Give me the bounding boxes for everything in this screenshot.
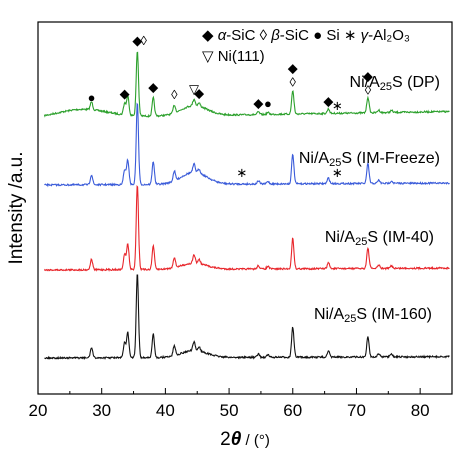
peak-marker: ◆: [288, 61, 298, 76]
legend-symbol: ◆: [202, 27, 218, 44]
x-axis: 20 30 40 50 60 70 80: [29, 388, 430, 420]
legend-row-2: ▽ Ni(111): [202, 48, 265, 65]
x-tick-label: 60: [283, 401, 302, 420]
x-tick-label: 40: [156, 401, 175, 420]
legend-greek: β: [270, 27, 280, 44]
peak-marker: ◆: [148, 80, 158, 95]
series-line-dp: [43, 51, 450, 118]
y-axis-title: Intensity /a.u.: [6, 151, 27, 264]
series-line-im-40: [43, 184, 450, 272]
x-tick-label: 50: [220, 401, 239, 420]
peak-marker: ●: [264, 96, 272, 111]
legend-greek: γ: [361, 27, 370, 44]
x-tick-label: 20: [29, 401, 48, 420]
peak-marker: ∗: [332, 98, 343, 113]
x-title-unit: / (°): [241, 432, 270, 449]
legend-symbol: ∗: [340, 27, 361, 44]
peak-marker: ◆: [194, 86, 204, 101]
peak-marker: ◊: [365, 82, 372, 97]
legend-symbol: ●: [309, 27, 326, 44]
x-title-two: 2: [220, 429, 231, 450]
legend-greek: α: [218, 27, 227, 44]
peak-marker: ◆: [132, 33, 142, 48]
series-labels-group: Ni/A25S (DP) Ni/A25S (IM-Freeze) Ni/A25S (…: [299, 74, 440, 325]
legend-label: -SiC: [226, 27, 255, 44]
peak-marker: ▽: [189, 81, 199, 96]
x-axis-title: 2θ / (°): [220, 429, 270, 450]
series-line-im-160: [44, 274, 450, 361]
peak-marker: ●: [88, 90, 96, 105]
series-label-dp: Ni/A25S (DP): [350, 74, 440, 93]
x-tick-label: 70: [347, 401, 366, 420]
series-label-im-160: Ni/A25S (IM-160): [314, 306, 432, 325]
x-tick-label: 80: [411, 401, 430, 420]
peak-marker: ◊: [171, 87, 178, 102]
legend-label: -Al₂O₃: [368, 27, 410, 44]
peak-marker: ◆: [120, 86, 130, 101]
x-tick-label: 30: [92, 401, 111, 420]
series-label-im-freeze: Ni/A25S (IM-Freeze): [299, 150, 440, 169]
peak-marker: ◆: [253, 95, 263, 110]
peak-marker: ◆: [363, 68, 373, 83]
series-line-im-freeze: [44, 102, 450, 188]
series-label-im-40: Ni/A25S (IM-40): [325, 229, 434, 248]
plot-frame: [37, 21, 453, 395]
legend-label: Si: [326, 27, 339, 44]
legend-row-1: ◆ α-SiC ◊ β-SiC ● Si ∗ γ-Al₂O₃: [202, 27, 410, 44]
peak-marker: ∗: [332, 165, 343, 180]
legend-symbol: ◊: [255, 27, 271, 44]
markers-group: ● ◆◆◊◆ ◊ ▽◆◆ ●◊◆◆∗◊◆∗ ∗: [88, 33, 373, 180]
peak-marker: ◊: [141, 33, 148, 48]
peak-marker: ◆: [323, 93, 333, 108]
legend-label: -SiC: [280, 27, 309, 44]
legend: ◆ α-SiC ◊ β-SiC ● Si ∗ γ-Al₂O₃▽ Ni(111): [202, 27, 410, 65]
traces-group: [43, 51, 450, 361]
peak-marker: ∗: [236, 165, 247, 180]
peak-marker: ◊: [290, 75, 297, 90]
x-title-theta: θ: [231, 429, 242, 450]
